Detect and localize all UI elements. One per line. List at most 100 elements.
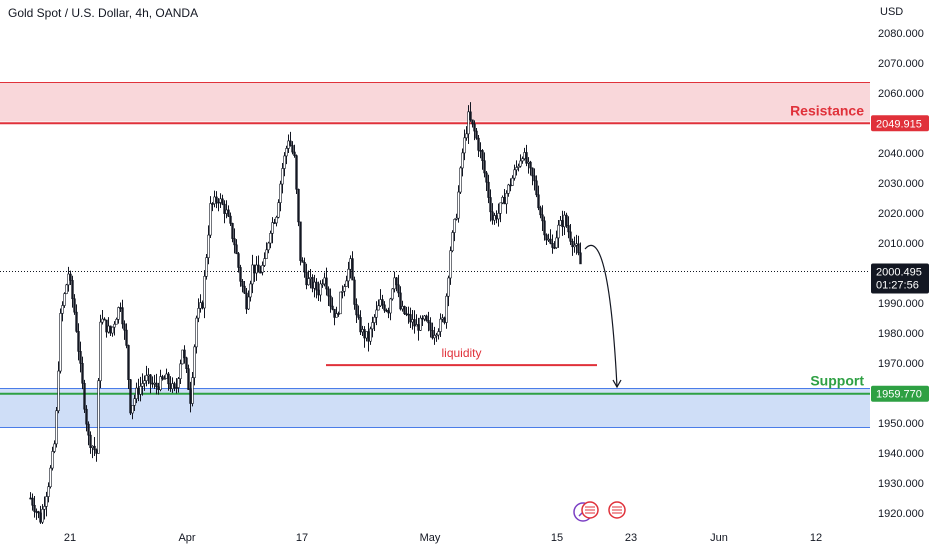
time-tick-label: Jun [710,532,728,544]
candle-body [57,370,60,412]
candle-body [451,232,454,252]
candle-body [227,209,230,217]
price-tick-label: 1990.000 [878,298,924,310]
candle-body [363,329,366,339]
price-tick-label: 2020.000 [878,208,924,220]
candle-body [421,317,424,320]
candle-body [403,306,406,315]
candle-body [359,317,362,333]
candle-body [397,284,400,294]
candle-body [545,234,548,241]
time-tick-label: Apr [178,532,195,544]
price-tick-label: 1930.000 [878,478,924,490]
candle-body [379,299,382,307]
candle-body [415,324,418,327]
time-axis[interactable]: 21 Apr 17 May 15 23 Jun 12 [64,532,822,544]
candle-body [493,215,496,221]
candle-body [193,346,196,378]
candle-body [125,329,128,346]
candle-body [187,368,190,390]
candle-body [219,198,222,203]
candle-body [569,231,572,242]
candle-body [261,265,264,273]
candle-body [45,496,48,507]
candle-body [377,305,380,311]
candle-body [327,288,330,297]
candle-body [107,325,110,333]
candle-body [29,497,32,500]
economic-events[interactable] [573,501,626,522]
candle-body [285,148,288,157]
candle-body [449,250,452,279]
candle-body [365,331,368,339]
price-tick-label: 1950.000 [878,418,924,430]
candle-body [119,307,122,309]
candle-body [549,238,552,244]
candle-body [433,335,436,339]
price-tick-label: 2070.000 [878,58,924,70]
candle-body [495,215,498,220]
projection-arrow-head [612,379,622,389]
candle-body [537,194,540,209]
resistance-zone [0,82,870,122]
last-price-badge [871,263,929,294]
candle-body [477,137,480,151]
candle-body [31,497,34,506]
candle-body [341,290,344,293]
candle-body [83,382,86,410]
price-tick-label: 2040.000 [878,148,924,160]
candle-body [171,383,174,390]
candle-body [391,288,394,300]
candle-body [563,214,566,228]
event-flag-icon[interactable] [573,501,599,522]
candle-body [257,264,260,273]
time-tick-label: 21 [64,532,76,544]
candle-body [69,273,72,281]
candle-body [561,220,564,228]
candle-body [143,380,146,384]
candle-body [213,196,216,205]
candle-body [71,280,74,300]
candle-body [163,378,166,380]
price-tick-label: 2080.000 [878,28,924,40]
candle-body [85,408,88,425]
candle-body [337,313,340,315]
candle-body [519,160,522,167]
candle-body [343,286,346,292]
candle-body [231,223,234,239]
candle-body [517,165,520,168]
candle-body [301,260,304,263]
candle-body [95,449,98,454]
price-tick-label: 1970.000 [878,358,924,370]
candle-body [115,319,118,325]
resistance-price-label: 2049.915 [876,118,922,130]
candle-body [253,264,256,274]
event-flag-icon[interactable] [608,501,626,519]
candle-body [413,319,416,327]
candle-body [527,161,530,164]
candle-body [497,213,500,220]
candle-body [245,292,248,310]
candle-body [459,167,462,193]
candle-body [347,268,350,282]
candle-body [399,292,402,310]
candle-body [141,383,144,387]
candle-body [317,289,320,296]
candle-body [447,277,450,297]
candle-body [571,241,574,248]
candle-body [101,318,104,323]
candle-body [579,252,582,265]
chart-title: Gold Spot / U.S. Dollar, 4h, OANDA [8,6,199,20]
candle-body [313,281,316,289]
candle-body [515,167,518,171]
candle-body [297,188,300,223]
time-tick-label: 15 [551,532,563,544]
price-axis[interactable]: 2080.0002070.0002060.0002050.0002040.000… [878,28,924,520]
candle-body [523,152,526,159]
support-zone [0,388,870,428]
candle-body [319,283,322,296]
candle-body [351,258,354,281]
candle-body [323,277,326,285]
candle-body [51,451,54,469]
